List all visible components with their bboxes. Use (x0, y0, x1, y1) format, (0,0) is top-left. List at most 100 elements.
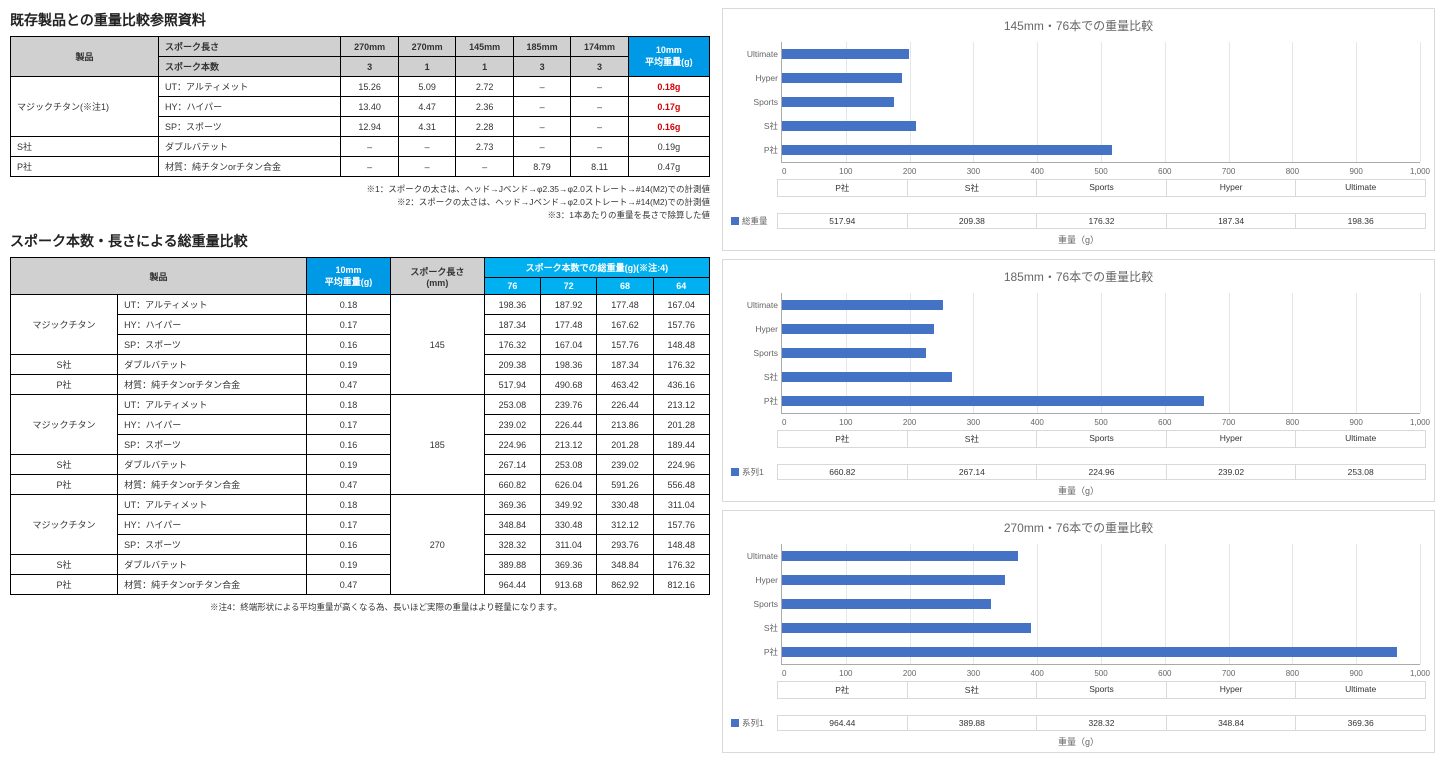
chart2-lh-0: P社 (777, 681, 908, 699)
t2-val-1-1-1: 226.44 (540, 415, 596, 435)
chart1-lv-4: 253.08 (1296, 464, 1426, 480)
chart0-ycat-4: P社 (730, 144, 778, 156)
t1-note-1: ※2：スポークの太さは、ヘッド→Jベンド→φ2.0ストレート→#14(M2)での… (10, 196, 710, 209)
t1-val-2-4: – (571, 117, 628, 137)
chart2-lv-2: 328.32 (1037, 715, 1167, 731)
chart1-xtick-700: 700 (1222, 418, 1235, 427)
t2-cnt-0: 76 (484, 278, 540, 295)
chart2-ycat-2: Sports (730, 599, 778, 609)
t2-val-0-1-1: 177.48 (540, 315, 596, 335)
t2-val-2-0-3: 311.04 (653, 495, 709, 515)
chart2-xtick-300: 300 (967, 669, 980, 678)
chart1-lv-1: 267.14 (908, 464, 1038, 480)
t2-val-2-4-2: 862.92 (597, 575, 653, 595)
t1-val-3-3: – (513, 137, 570, 157)
chart1-lh-4: Ultimate (1296, 430, 1426, 448)
t2-prod-1-3: ダブルバテット (118, 455, 307, 475)
chart2-legend-val: 系列1964.44389.88328.32348.84369.36 (781, 715, 1426, 731)
t2-val-1-4-1: 626.04 (540, 475, 596, 495)
chart2-title: 270mm・76本での重量比較 (731, 519, 1426, 536)
t1-prod-3: ダブルバテット (158, 137, 340, 157)
chart0-bar-0 (782, 49, 909, 59)
t2-val-2-3-2: 348.84 (597, 555, 653, 575)
t1-val-4-4: 8.11 (571, 157, 628, 177)
chart2-ycat-4: P社 (730, 646, 778, 658)
t2-val-0-1-2: 167.62 (597, 315, 653, 335)
chart1-xtick-0: 0 (782, 418, 786, 427)
section1-title: 既存製品との重量比較参照資料 (10, 10, 710, 30)
t2-val-2-0-2: 330.48 (597, 495, 653, 515)
t1-val-1-4: – (571, 97, 628, 117)
chart0-ycat-3: S社 (730, 120, 778, 132)
chart0-bar-4 (782, 145, 1112, 155)
t2-avg-2-0: 0.18 (306, 495, 390, 515)
chart2-xtick-800: 800 (1286, 669, 1299, 678)
chart1-xtick-600: 600 (1158, 418, 1171, 427)
t2-avg-1-3: 0.19 (306, 455, 390, 475)
t2-val-0-3-1: 198.36 (540, 355, 596, 375)
chart2-lh-2: Sports (1037, 681, 1167, 699)
t2-val-2-1-3: 157.76 (653, 515, 709, 535)
t2-avg-2-1: 0.17 (306, 515, 390, 535)
chart2-legend-hdr: P社S社SportsHyperUltimate (781, 681, 1426, 699)
t2-val-0-4-0: 517.94 (484, 375, 540, 395)
t1-avg-4: 0.47g (628, 157, 709, 177)
chart0-lv-1: 209.38 (908, 213, 1038, 229)
t1-val-3-2: 2.73 (456, 137, 513, 157)
t2-len-2: 270 (390, 495, 484, 595)
t2-val-1-4-3: 556.48 (653, 475, 709, 495)
t2-val-0-2-2: 157.76 (597, 335, 653, 355)
t1-len-1: 270mm (398, 37, 455, 57)
charts-panel: 145mm・76本での重量比較 0100200300400500600700800… (722, 8, 1435, 753)
t1-val-0-3: – (513, 77, 570, 97)
t2-val-2-3-1: 369.36 (540, 555, 596, 575)
chart0-lh-4: Ultimate (1296, 179, 1426, 197)
t1-grp-4: P社 (11, 157, 159, 177)
chart2-xtick-900: 900 (1350, 669, 1363, 678)
t2-grp-0-4: P社 (11, 375, 118, 395)
t1-val-1-2: 2.36 (456, 97, 513, 117)
t1-val-2-2: 2.28 (456, 117, 513, 137)
chart2-ycat-1: Hyper (730, 575, 778, 585)
t2-val-1-1-3: 201.28 (653, 415, 709, 435)
t2-val-2-3-0: 389.88 (484, 555, 540, 575)
t2-avg-0-4: 0.47 (306, 375, 390, 395)
t2-hdr-10mm: 10mm平均重量(g) (306, 258, 390, 295)
chart0-xtick-0: 0 (782, 167, 786, 176)
t2-prod-0-2: SP：スポーツ (118, 335, 307, 355)
t2-val-0-2-0: 176.32 (484, 335, 540, 355)
chart1-plot: 01002003004005006007008009001,000Ultimat… (781, 293, 1420, 414)
t1-val-1-1: 4.47 (398, 97, 455, 117)
t2-val-1-4-2: 591.26 (597, 475, 653, 495)
t1-grp-3: S社 (11, 137, 159, 157)
chart1-lv-2: 224.96 (1037, 464, 1167, 480)
chart2-xlabel: 重量（g） (731, 735, 1426, 748)
chart2-xtick-200: 200 (903, 669, 916, 678)
t2-grp-2-4: P社 (11, 575, 118, 595)
t2-avg-0-0: 0.18 (306, 295, 390, 315)
t2-val-0-3-0: 209.38 (484, 355, 540, 375)
chart1-xtick-400: 400 (1031, 418, 1044, 427)
t1-len-0: 270mm (341, 37, 398, 57)
chart2-xtick-700: 700 (1222, 669, 1235, 678)
t2-val-1-2-0: 224.96 (484, 435, 540, 455)
t2-val-1-2-1: 213.12 (540, 435, 596, 455)
chart1-xtick-100: 100 (839, 418, 852, 427)
section2-title: スポーク本数・長さによる総重量比較 (10, 231, 710, 251)
t2-val-1-3-2: 239.02 (597, 455, 653, 475)
t2-val-1-3-1: 253.08 (540, 455, 596, 475)
t1-val-0-4: – (571, 77, 628, 97)
t2-cnt-3: 64 (653, 278, 709, 295)
chart1-ycat-4: P社 (730, 395, 778, 407)
t1-val-3-0: – (341, 137, 398, 157)
t1-hdr-10mm: 10mm平均重量(g) (628, 37, 709, 77)
chart1-ycat-1: Hyper (730, 324, 778, 334)
chart0-title: 145mm・76本での重量比較 (731, 17, 1426, 34)
chart2-ycat-0: Ultimate (730, 551, 778, 561)
t1-note-0: ※1：スポークの太さは、ヘッド→Jベンド→φ2.35→φ2.0ストレート→#14… (10, 183, 710, 196)
chart0-xtick-700: 700 (1222, 167, 1235, 176)
t1-val-4-0: – (341, 157, 398, 177)
t1-len-3: 185mm (513, 37, 570, 57)
chart0-lv-4: 198.36 (1296, 213, 1426, 229)
chart2-lv-3: 348.84 (1167, 715, 1297, 731)
